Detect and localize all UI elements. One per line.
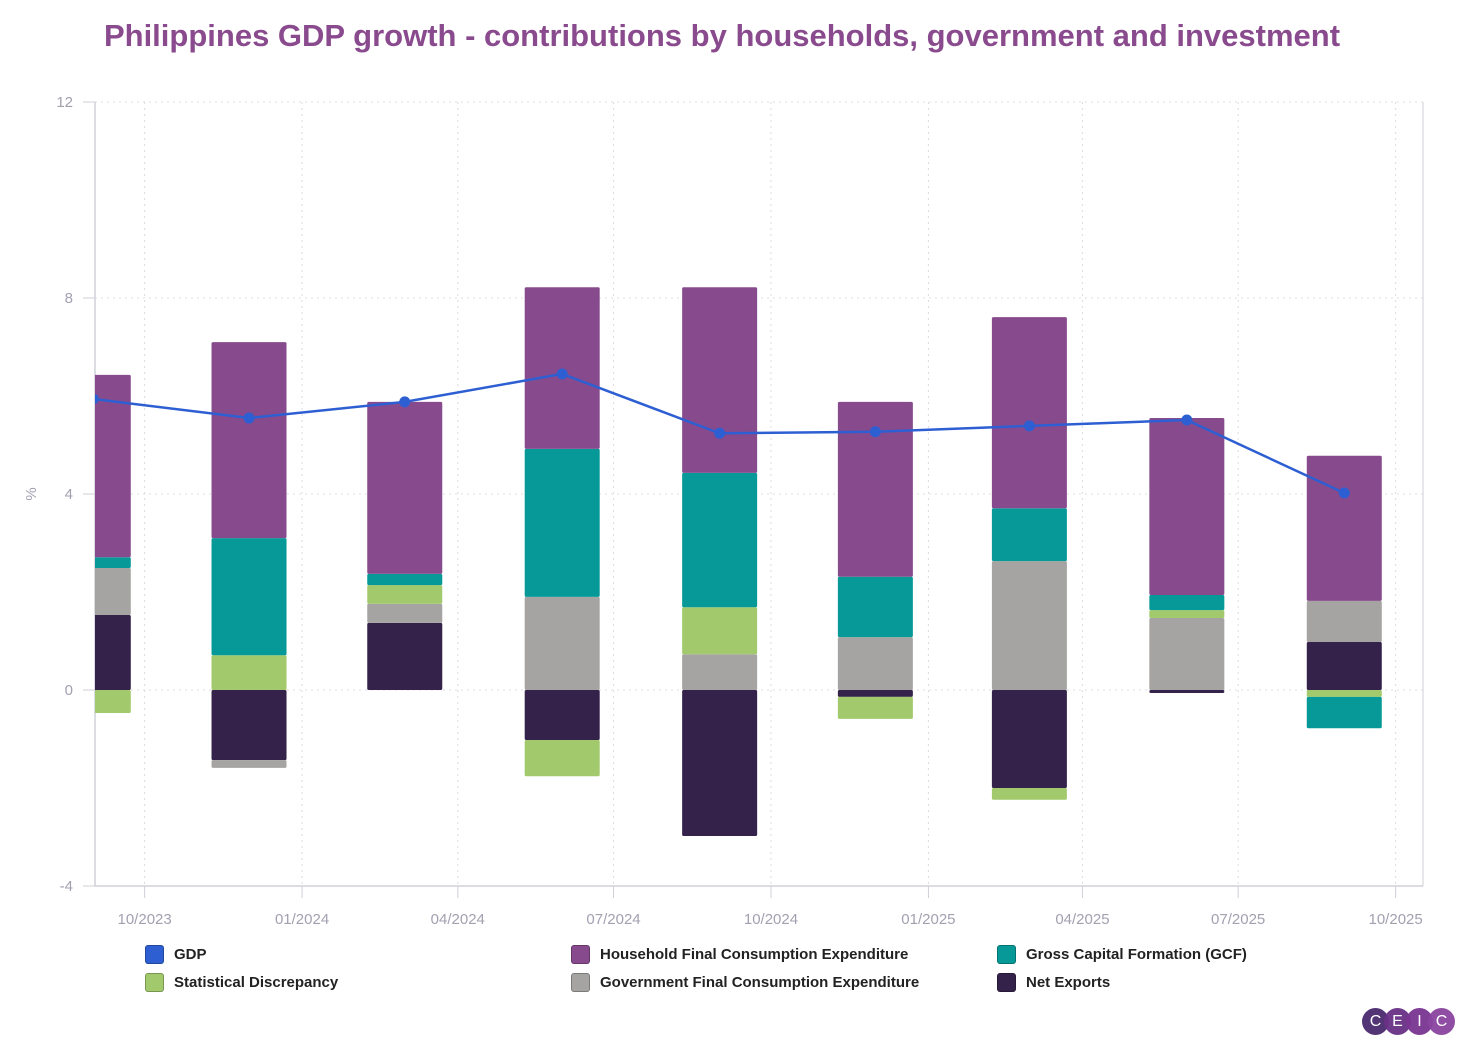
bar-segment-household-final-consumption-expenditure	[682, 287, 758, 473]
gdp-point	[1023, 420, 1035, 432]
legend-item[interactable]: Government Final Consumption Expenditure	[571, 973, 997, 992]
x-tick-label: 04/2025	[1055, 911, 1109, 928]
legend-label: Government Final Consumption Expenditure	[600, 974, 920, 991]
gdp-point	[556, 368, 568, 380]
bar-segment-household-final-consumption-expenditure	[991, 317, 1067, 509]
bar-segment-government-final-consumption-expenditure	[524, 596, 600, 690]
bar-segment-statistical-discrepancy	[991, 788, 1067, 800]
bar-segment-government-final-consumption-expenditure	[682, 654, 758, 690]
bar-segment-gross-capital-formation-gcf-	[211, 538, 287, 656]
legend-label: GDP	[174, 946, 207, 963]
bar-segment-household-final-consumption-expenditure	[1306, 455, 1382, 601]
legend-label: Statistical Discrepancy	[174, 974, 339, 991]
x-tick-label: 10/2025	[1369, 911, 1423, 928]
bar-segment-net-exports	[837, 690, 913, 697]
legend-swatch	[571, 945, 590, 964]
x-tick-label: 04/2024	[431, 911, 485, 928]
gdp-point	[1338, 487, 1350, 499]
legend-label: Gross Capital Formation (GCF)	[1026, 946, 1247, 963]
bar-segment-household-final-consumption-expenditure	[524, 287, 600, 449]
bar-segment-net-exports	[524, 690, 600, 740]
bar-segment-government-final-consumption-expenditure	[991, 561, 1067, 690]
bar-segment-gross-capital-formation-gcf-	[1149, 594, 1225, 611]
bar-segment-statistical-discrepancy	[95, 690, 131, 714]
y-tick-label: 0	[65, 682, 73, 699]
bar-segment-household-final-consumption-expenditure	[367, 401, 443, 574]
bar-segment-government-final-consumption-expenditure	[367, 603, 443, 623]
x-tick-label: 01/2024	[275, 911, 329, 928]
bar-segment-net-exports	[991, 690, 1067, 788]
chart-title: Philippines GDP growth - contributions b…	[103, 18, 1341, 53]
bar-segment-statistical-discrepancy	[524, 739, 600, 777]
bar-segment-net-exports	[1306, 641, 1382, 690]
gdp-point	[869, 426, 881, 438]
bar-segment-statistical-discrepancy	[367, 585, 443, 604]
bar-segment-government-final-consumption-expenditure	[837, 637, 913, 690]
bar-segment-household-final-consumption-expenditure	[837, 401, 913, 577]
legend-swatch	[997, 945, 1016, 964]
legend-item[interactable]: Net Exports	[997, 973, 1297, 992]
bar-segment-household-final-consumption-expenditure	[1149, 418, 1225, 595]
legend-swatch	[997, 973, 1016, 992]
bar-segment-net-exports	[682, 690, 758, 837]
y-tick-label: 4	[65, 486, 73, 503]
legend-item[interactable]: Statistical Discrepancy	[145, 973, 571, 992]
bar-segment-gross-capital-formation-gcf-	[524, 448, 600, 597]
legend-swatch	[145, 973, 164, 992]
x-tick-label: 01/2025	[901, 911, 955, 928]
x-tick-label: 10/2024	[744, 911, 798, 928]
legend-label: Net Exports	[1026, 974, 1111, 991]
x-tick-label: 07/2024	[586, 911, 640, 928]
bar-segment-statistical-discrepancy	[1306, 690, 1382, 697]
bar-segment-net-exports	[367, 622, 443, 690]
gdp-point	[399, 396, 411, 408]
bar-segment-household-final-consumption-expenditure	[95, 374, 131, 558]
y-tick-label: -4	[60, 878, 73, 895]
gdp-point	[95, 393, 99, 405]
bar-segment-statistical-discrepancy	[1149, 610, 1225, 618]
gdp-point	[714, 427, 726, 439]
bar-segment-gross-capital-formation-gcf-	[95, 557, 131, 568]
legend-label: Household Final Consumption Expenditure	[600, 946, 909, 963]
bars-group	[95, 287, 1382, 837]
x-tick-label: 10/2023	[118, 911, 172, 928]
gdp-point	[1181, 414, 1193, 426]
bar-segment-government-final-consumption-expenditure	[1149, 617, 1225, 690]
bar-segment-government-final-consumption-expenditure	[95, 567, 131, 616]
bar-segment-gross-capital-formation-gcf-	[682, 472, 758, 608]
bar-segment-gross-capital-formation-gcf-	[991, 508, 1067, 562]
bar-segment-gross-capital-formation-gcf-	[367, 573, 443, 586]
y-tick-label: 8	[65, 290, 73, 307]
bar-segment-net-exports	[211, 690, 287, 761]
y-tick-label: 12	[56, 94, 73, 111]
logo-letter: C	[1428, 1008, 1455, 1035]
bar-segment-statistical-discrepancy	[837, 696, 913, 719]
legend: GDP Household Final Consumption Expenditu…	[145, 945, 1305, 992]
bar-segment-statistical-discrepancy	[682, 607, 758, 655]
bar-segment-net-exports	[95, 615, 131, 690]
x-tick-label: 07/2025	[1211, 911, 1265, 928]
legend-item[interactable]: GDP	[145, 945, 571, 964]
bar-segment-net-exports	[1149, 690, 1225, 693]
bar-segment-household-final-consumption-expenditure	[211, 342, 287, 539]
bar-segment-statistical-discrepancy	[211, 655, 287, 690]
legend-item[interactable]: Household Final Consumption Expenditure	[571, 945, 997, 964]
bar-segment-government-final-consumption-expenditure	[211, 760, 287, 768]
legend-swatch	[145, 945, 164, 964]
bar-segment-gross-capital-formation-gcf-	[837, 576, 913, 638]
y-axis-label: %	[23, 487, 40, 500]
gdp-point	[243, 412, 255, 424]
bar-segment-government-final-consumption-expenditure	[1306, 600, 1382, 642]
bar-segment-gross-capital-formation-gcf-	[1306, 696, 1382, 729]
legend-item[interactable]: Gross Capital Formation (GCF)	[997, 945, 1297, 964]
legend-swatch	[571, 973, 590, 992]
